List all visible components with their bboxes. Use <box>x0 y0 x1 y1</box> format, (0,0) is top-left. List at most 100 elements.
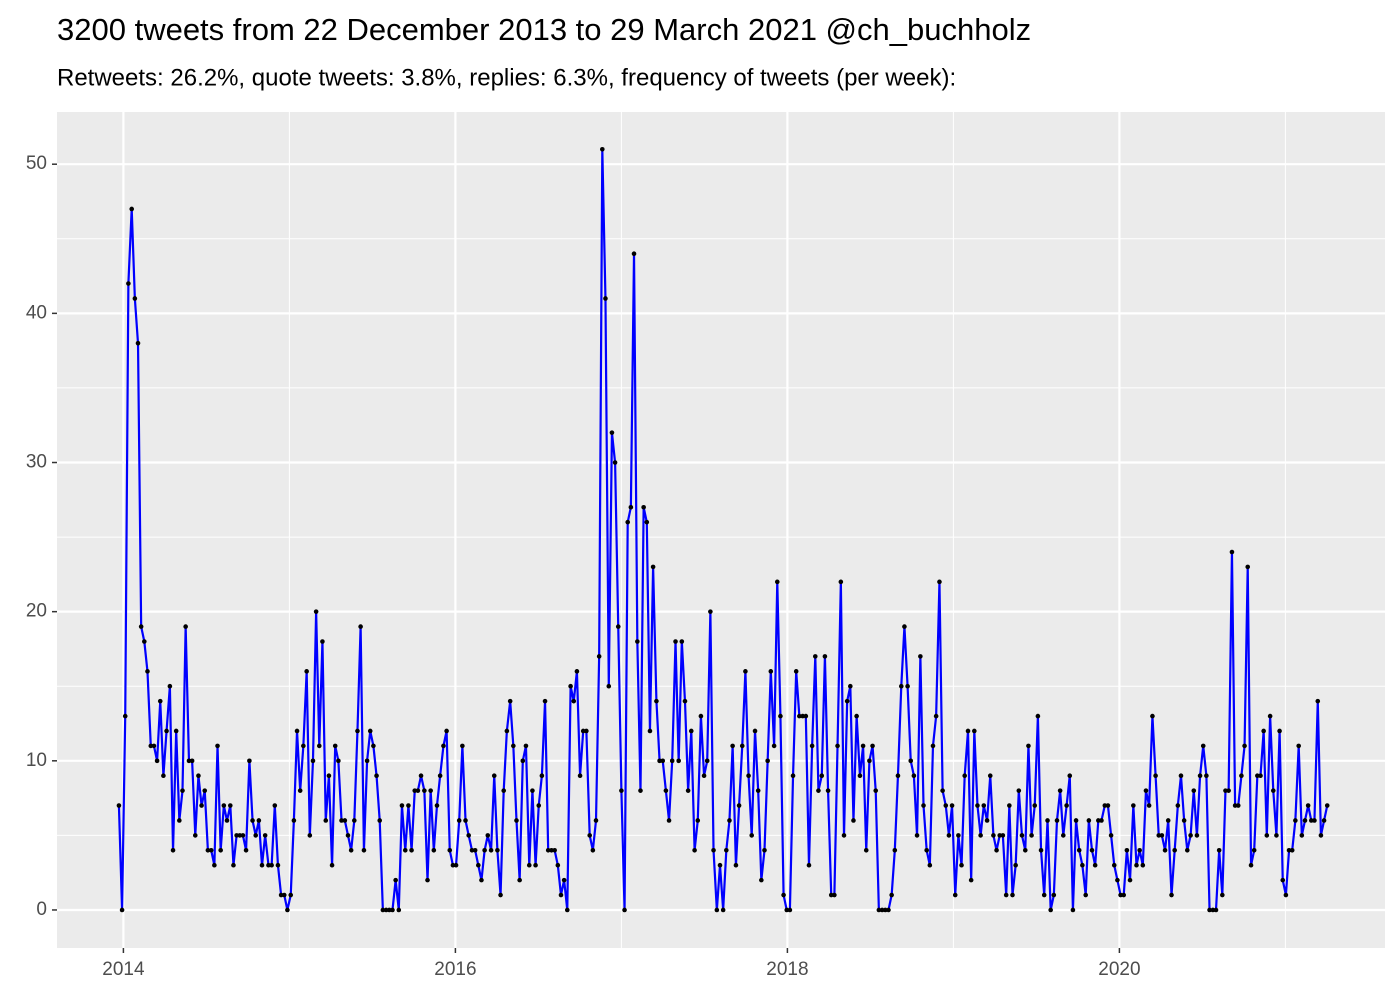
point <box>157 698 163 704</box>
point <box>148 743 154 749</box>
point <box>1134 862 1139 868</box>
point <box>192 833 198 838</box>
point <box>495 848 500 853</box>
point <box>615 624 621 629</box>
point <box>189 758 195 764</box>
point <box>1007 803 1012 808</box>
point <box>218 848 223 853</box>
point <box>1102 803 1108 808</box>
point <box>720 907 726 913</box>
y-tick-label: 40 <box>26 302 47 323</box>
point <box>126 281 131 286</box>
point <box>1073 818 1079 823</box>
point <box>1010 892 1015 898</box>
point <box>1086 818 1092 823</box>
point <box>326 773 332 779</box>
point <box>1105 803 1111 808</box>
point <box>425 877 430 883</box>
point <box>972 728 977 734</box>
y-tick-label: 50 <box>26 153 47 174</box>
point <box>1210 907 1216 913</box>
point <box>600 146 605 152</box>
point <box>743 669 748 674</box>
point <box>803 713 809 719</box>
point <box>119 907 125 913</box>
point <box>186 758 192 764</box>
point <box>161 773 166 779</box>
point <box>466 833 471 838</box>
point <box>402 848 408 853</box>
point <box>911 773 917 779</box>
point <box>215 743 220 749</box>
point <box>151 743 157 749</box>
point <box>387 907 392 913</box>
point <box>1181 818 1187 823</box>
point <box>409 848 414 853</box>
point <box>1264 833 1270 838</box>
point <box>377 818 383 823</box>
point <box>447 848 453 853</box>
point <box>844 698 850 704</box>
point <box>991 833 996 838</box>
point <box>1270 788 1276 793</box>
point <box>1184 848 1190 853</box>
point <box>1143 788 1149 793</box>
point <box>790 773 796 779</box>
point <box>822 654 828 659</box>
point <box>1207 907 1212 913</box>
point <box>596 654 602 659</box>
point <box>1051 892 1057 898</box>
point <box>1175 803 1181 808</box>
point <box>266 862 271 868</box>
point <box>507 698 513 704</box>
point <box>1261 728 1266 734</box>
point <box>122 713 128 719</box>
point <box>981 803 987 808</box>
point <box>1232 803 1238 808</box>
point <box>173 728 179 734</box>
point <box>564 907 570 913</box>
point <box>224 818 230 823</box>
point <box>622 907 627 913</box>
point <box>644 519 650 525</box>
point <box>558 892 564 898</box>
point <box>154 758 160 764</box>
point <box>997 833 1003 838</box>
point <box>1131 803 1136 808</box>
point <box>940 788 945 793</box>
point <box>523 743 529 749</box>
point <box>291 818 297 823</box>
point <box>247 758 252 764</box>
point <box>329 862 335 868</box>
point <box>231 862 236 868</box>
point <box>660 758 666 764</box>
point <box>1115 877 1120 883</box>
point <box>170 848 176 853</box>
point <box>1080 862 1085 868</box>
point <box>609 430 615 435</box>
point <box>234 833 239 838</box>
point <box>752 728 758 734</box>
point <box>1305 803 1311 808</box>
point <box>304 669 309 674</box>
point <box>749 833 755 838</box>
point <box>142 639 147 644</box>
point <box>212 862 217 868</box>
point <box>552 848 557 853</box>
point <box>180 788 185 793</box>
point <box>332 743 338 749</box>
point <box>968 877 974 883</box>
panel <box>57 112 1385 948</box>
point <box>778 713 783 719</box>
point <box>488 848 494 853</box>
point <box>371 743 376 749</box>
point <box>1296 743 1301 749</box>
point <box>116 803 122 808</box>
point <box>1213 907 1219 913</box>
point <box>1146 803 1152 808</box>
point <box>539 773 545 779</box>
point <box>717 862 723 868</box>
point <box>396 907 402 913</box>
x-tick-label: 2014 <box>102 959 145 980</box>
